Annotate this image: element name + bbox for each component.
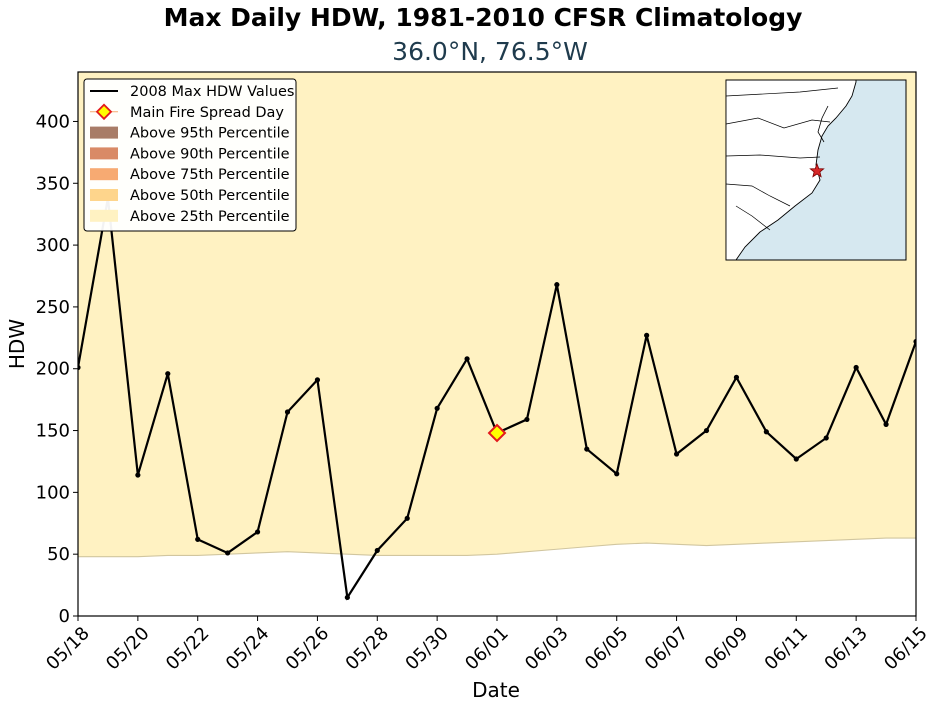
x-tick-label: 06/05 <box>581 623 633 675</box>
series-point <box>165 371 171 377</box>
x-tick-label: 06/15 <box>880 623 932 675</box>
inset-border <box>725 117 831 129</box>
x-tick-label: 05/26 <box>282 623 334 675</box>
location-star-icon <box>809 162 825 178</box>
series-point <box>524 416 530 423</box>
series-point <box>314 377 321 383</box>
y-tick-label: 350 <box>36 173 70 194</box>
legend-patch-swatch <box>90 209 118 222</box>
inset-land <box>725 79 857 261</box>
chart-subtitle: 36.0°N, 76.5°W <box>392 37 588 66</box>
legend-label: Above 75th Percentile <box>130 167 290 183</box>
legend-patch-swatch <box>90 126 118 139</box>
y-tick-label: 50 <box>47 544 70 565</box>
series-point <box>464 356 470 362</box>
legend-patch-swatch <box>90 147 118 160</box>
x-tick-label: 05/22 <box>162 623 214 675</box>
x-tick-label: 05/24 <box>222 623 274 675</box>
inset-border <box>725 87 839 97</box>
series-point <box>614 471 620 477</box>
x-tick-label: 06/01 <box>461 623 513 675</box>
inset-bay <box>817 105 829 143</box>
inset-border <box>725 183 791 207</box>
series-point <box>195 536 201 542</box>
x-tick-label: 06/03 <box>521 623 573 675</box>
y-tick-label: 400 <box>36 111 70 132</box>
series-point <box>883 421 889 427</box>
series-point <box>135 472 141 478</box>
series-point <box>763 429 769 435</box>
series-point <box>823 435 829 441</box>
x-tick-label: 06/09 <box>701 623 753 675</box>
series-point <box>374 547 380 554</box>
x-axis-label: Date <box>472 678 520 702</box>
series-point <box>733 374 740 380</box>
x-tick-label: 05/18 <box>42 623 94 675</box>
series-point <box>254 529 261 535</box>
series-point <box>853 364 859 371</box>
chart-title: Max Daily HDW, 1981-2010 CFSR Climatolog… <box>164 3 803 32</box>
legend-label: Above 50th Percentile <box>130 188 290 204</box>
legend-patch-swatch <box>90 168 118 181</box>
series-point <box>404 515 410 521</box>
x-tick-label: 05/28 <box>342 623 394 675</box>
inset-border <box>735 205 771 231</box>
series-point <box>793 456 799 462</box>
series-point <box>703 427 710 434</box>
x-tick-label: 06/13 <box>820 623 872 675</box>
legend-label: 2008 Max HDW Values <box>130 84 294 100</box>
y-axis-label: HDW <box>5 319 29 369</box>
y-tick-label: 150 <box>36 421 70 442</box>
inset-border <box>725 154 821 159</box>
series-point <box>225 550 231 556</box>
y-axis: 0 50 100 150 200 250 300 350 400 <box>36 111 78 627</box>
series-point <box>554 282 560 288</box>
series-point <box>434 405 440 411</box>
x-tick-label: 05/30 <box>401 623 453 675</box>
x-axis: 05/18 05/20 05/22 05/24 05/26 05/28 05/30 06/01… <box>42 616 932 674</box>
x-tick-label: 06/07 <box>641 623 693 675</box>
series-point <box>584 446 590 452</box>
legend-label: Above 25th Percentile <box>130 209 290 225</box>
series-point <box>913 338 916 345</box>
legend-diamond-swatch <box>95 103 113 121</box>
series-point <box>284 409 291 415</box>
legend-label: Above 95th Percentile <box>130 126 290 142</box>
legend-label: Main Fire Spread Day <box>130 105 284 121</box>
y-tick-label: 300 <box>36 235 70 256</box>
x-tick-label: 06/11 <box>761 623 813 675</box>
y-tick-label: 250 <box>36 297 70 318</box>
series-point <box>344 594 350 601</box>
band-edge <box>78 537 916 558</box>
legend-label: Above 90th Percentile <box>130 146 290 162</box>
series-point <box>78 364 81 371</box>
y-tick-label: 0 <box>59 606 70 627</box>
hdw-series <box>78 195 916 601</box>
x-tick-label: 05/20 <box>102 623 154 675</box>
legend-box <box>83 78 297 232</box>
inset-map <box>725 79 907 261</box>
series-point <box>644 332 650 338</box>
y-tick-label: 100 <box>36 482 70 503</box>
legend: 2008 Max HDW Values Main Fire Spread Day A… <box>83 78 297 232</box>
series-point <box>673 451 680 457</box>
legend-patch-swatch <box>90 189 118 201</box>
fire-spread-marker <box>487 423 507 443</box>
y-tick-label: 200 <box>36 359 70 380</box>
